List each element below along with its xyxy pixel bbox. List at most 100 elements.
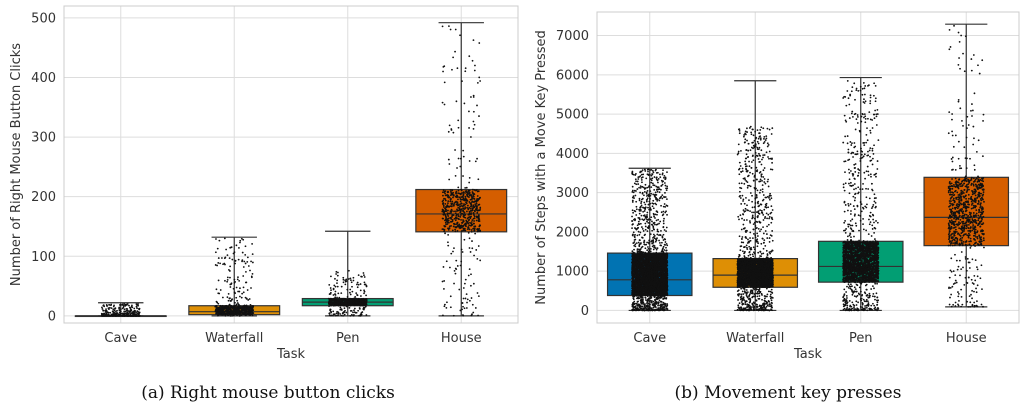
data-point xyxy=(360,295,362,297)
data-point xyxy=(441,101,444,104)
data-point xyxy=(452,131,455,134)
data-point xyxy=(112,305,115,308)
data-point xyxy=(119,310,122,313)
data-point xyxy=(460,202,463,205)
data-point xyxy=(454,228,456,231)
data-point xyxy=(471,209,474,211)
data-point xyxy=(250,310,253,313)
data-point xyxy=(133,310,136,312)
data-point xyxy=(451,220,454,223)
data-point xyxy=(642,194,645,197)
data-point xyxy=(666,185,669,188)
data-point xyxy=(336,279,339,282)
data-point xyxy=(252,305,255,308)
data-point xyxy=(224,256,227,259)
data-point xyxy=(242,275,245,277)
data-point xyxy=(330,300,333,303)
data-point xyxy=(635,214,638,216)
data-point xyxy=(228,257,231,260)
data-point xyxy=(441,200,444,203)
data-point xyxy=(232,307,235,310)
data-point xyxy=(653,215,655,218)
data-point xyxy=(348,306,351,309)
data-point xyxy=(235,310,238,313)
data-point xyxy=(340,314,343,317)
data-point xyxy=(637,216,640,219)
data-point xyxy=(342,314,344,317)
data-point xyxy=(462,305,464,308)
data-point xyxy=(449,266,451,269)
data-point xyxy=(464,192,466,194)
data-point xyxy=(471,240,473,242)
data-point xyxy=(659,242,661,244)
data-point xyxy=(441,203,444,205)
data-point xyxy=(649,197,652,200)
data-point xyxy=(447,158,450,161)
data-point xyxy=(474,232,477,235)
data-point xyxy=(636,248,639,251)
data-point xyxy=(443,190,446,193)
data-point xyxy=(334,298,337,301)
data-point xyxy=(138,307,141,310)
data-point xyxy=(648,200,651,203)
data-point xyxy=(337,311,340,314)
data-point xyxy=(468,181,471,184)
data-point xyxy=(463,102,466,105)
data-point xyxy=(221,313,224,316)
data-point xyxy=(227,314,230,317)
data-point xyxy=(470,230,473,233)
data-point xyxy=(639,231,642,234)
data-point xyxy=(234,260,237,262)
data-point xyxy=(105,304,108,306)
data-point xyxy=(470,213,472,215)
data-point xyxy=(229,309,231,312)
data-point xyxy=(217,313,220,316)
data-point xyxy=(446,220,449,223)
data-point xyxy=(337,304,340,307)
data-point xyxy=(443,228,446,231)
data-point xyxy=(655,219,658,222)
data-point xyxy=(337,271,339,274)
data-point xyxy=(442,210,445,212)
data-point xyxy=(229,276,231,279)
data-point xyxy=(453,270,456,272)
data-point xyxy=(448,178,451,181)
y-tick-label: 4000 xyxy=(556,147,589,162)
data-point xyxy=(445,307,448,309)
data-point xyxy=(636,180,639,183)
data-point xyxy=(662,233,665,236)
data-point xyxy=(217,279,220,282)
data-point xyxy=(472,222,475,225)
data-point xyxy=(360,275,363,278)
data-point xyxy=(244,307,247,310)
data-point xyxy=(101,306,103,309)
data-point xyxy=(472,120,475,123)
data-point xyxy=(216,301,219,304)
data-point xyxy=(454,212,457,215)
data-point xyxy=(335,312,338,315)
data-point xyxy=(342,276,345,279)
data-point xyxy=(468,268,471,271)
data-point xyxy=(444,202,447,205)
data-point xyxy=(113,311,116,314)
data-point xyxy=(452,204,455,206)
data-point xyxy=(649,250,652,253)
data-point xyxy=(446,212,449,215)
data-point xyxy=(226,278,229,281)
data-point xyxy=(352,311,354,314)
data-point xyxy=(328,305,330,308)
data-point xyxy=(330,289,332,292)
data-point xyxy=(244,314,247,317)
data-point xyxy=(455,226,458,229)
data-point xyxy=(101,314,103,317)
data-point xyxy=(452,250,454,253)
data-point xyxy=(477,214,480,217)
y-tick-label: 2000 xyxy=(556,225,589,240)
data-point xyxy=(334,290,337,293)
data-point xyxy=(644,243,646,246)
data-point xyxy=(229,312,232,315)
data-point xyxy=(473,217,476,220)
data-point xyxy=(126,314,128,317)
data-point xyxy=(468,176,471,179)
data-point xyxy=(445,223,447,226)
